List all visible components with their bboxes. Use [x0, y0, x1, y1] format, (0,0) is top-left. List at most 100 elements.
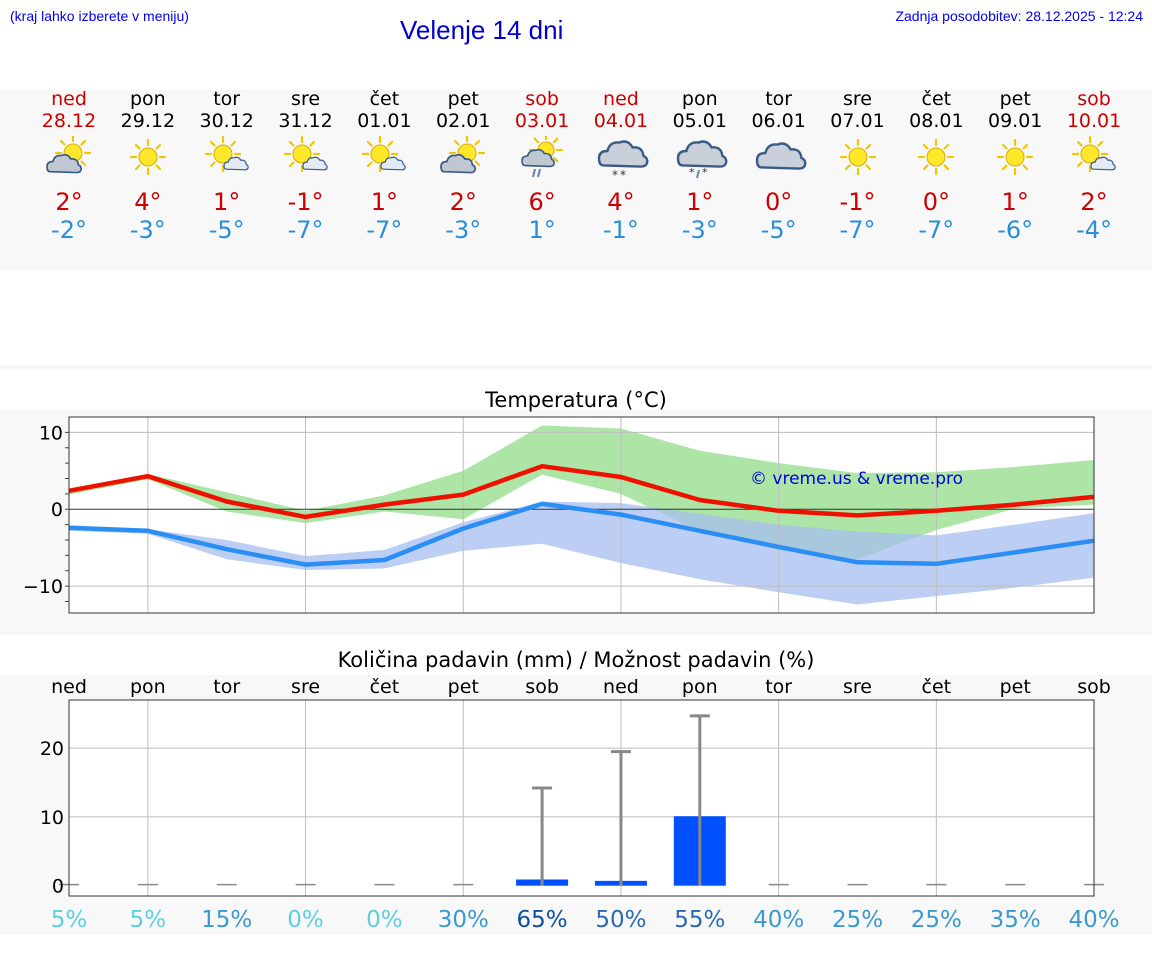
min-temp: -1° [602, 216, 639, 244]
day-date: 06.01 [751, 110, 806, 132]
day-date: 08.01 [909, 110, 964, 132]
day-label: pon [130, 676, 166, 698]
min-temp: -2° [51, 216, 87, 244]
min-temp: -7° [366, 216, 403, 244]
max-temp: 0° [922, 188, 950, 216]
day-name: pon [681, 88, 718, 110]
day-name: ned [51, 88, 87, 110]
day-date: 07.01 [830, 110, 885, 132]
cloudy-icon [755, 142, 807, 170]
precip-probability: 5% [51, 907, 88, 933]
day-label: pet [1000, 676, 1031, 698]
partly-cloudy-icon [46, 136, 92, 174]
temperature-chart-title: Temperatura (°C) [485, 388, 667, 412]
sunny-icon [997, 138, 1034, 176]
day-column: pet 09.01 1° -6° [976, 88, 1054, 244]
plot-frame [68, 416, 1095, 614]
precip-probability: 40% [753, 907, 804, 933]
precipitation-chart-title: Količina padavin (mm) / Možnost padavin … [337, 648, 815, 672]
day-date: 02.01 [436, 110, 491, 132]
day-column: tor 30.12 1° -5° [188, 88, 266, 244]
day-name: pet [999, 88, 1031, 110]
day-column: čet 01.01 1° -7° [345, 88, 423, 244]
max-temp: 2° [55, 188, 83, 216]
day-name: sre [291, 88, 321, 110]
forecast-band [0, 90, 1152, 270]
min-temp: -6° [997, 216, 1034, 244]
sun-small-cloud-icon [362, 136, 407, 173]
max-temp: 4° [607, 188, 635, 216]
min-temp: -7° [287, 216, 324, 244]
day-label: čet [370, 676, 400, 698]
location-hint[interactable]: (kraj lahko izberete v meniju) [10, 8, 189, 24]
day-column: pet 02.01 2° -3° [424, 88, 502, 244]
max-temp: 4° [134, 188, 162, 216]
min-temp: 1° [528, 216, 556, 244]
day-column: pon 29.12 4° -3° [109, 88, 187, 244]
sunny-icon [839, 138, 876, 176]
sunny-icon [918, 138, 955, 176]
max_range-band [69, 425, 1094, 560]
plot-area [69, 700, 1094, 896]
day-label: tor [765, 676, 792, 698]
sun-small-cloud-icon [204, 136, 249, 173]
min-temp: -7° [839, 216, 876, 244]
day-column: sre 07.01 -1° -7° [819, 88, 897, 244]
watermark: © vreme.us & vreme.pro [750, 469, 963, 489]
day-name: sob [1077, 88, 1111, 110]
y-tick-label: 10 [40, 807, 64, 829]
day-name: čet [369, 88, 400, 110]
day-label: sre [291, 676, 320, 698]
divider [0, 365, 1152, 370]
day-date: 05.01 [672, 110, 727, 132]
day-column: sob 10.01 2° -4° [1055, 88, 1133, 244]
max-temp: 6° [528, 188, 556, 216]
temperature-chart: 10 0 −10 © vreme.us & vreme.pro [23, 416, 1095, 614]
day-label: čet [922, 676, 952, 698]
sun-cloud-rain-icon [521, 136, 564, 178]
day-label: tor [213, 676, 240, 698]
min-temp-line [68, 501, 1095, 567]
max-temp: 2° [449, 188, 477, 216]
day-date: 31.12 [278, 110, 333, 132]
y-tick-label: 0 [52, 876, 64, 898]
day-forecast-row: ned 28.12 2° -2° pon 29.12 4° -3° tor 30.12 1° -5° s… [0, 88, 1152, 268]
min-temp: -3° [129, 216, 166, 244]
min-temp: -5° [208, 216, 245, 244]
precip-probability: 0% [366, 907, 403, 933]
y-tick-label: 0 [51, 499, 63, 521]
day-name: tor [213, 88, 241, 110]
y-tick-label: −10 [23, 576, 63, 598]
day-name: ned [603, 88, 639, 110]
last-update: Zadnja posodobitev: 28.12.2025 - 12:24 [895, 8, 1143, 24]
day-date: 10.01 [1066, 110, 1122, 132]
plot-frame [68, 699, 1095, 897]
day-date: 09.01 [987, 110, 1043, 132]
precip-probability: 25% [832, 907, 883, 933]
max-temp-line [68, 463, 1095, 520]
day-column: sre 31.12 -1° -7° [267, 88, 345, 244]
day-column: ned 04.01 * * 4° -1° [582, 88, 660, 244]
day-label: pet [448, 676, 479, 698]
day-date: 03.01 [514, 110, 570, 132]
y-tick-label: 20 [40, 738, 64, 760]
day-label: sob [1077, 676, 1111, 698]
day-column: ned 28.12 2° -2° [30, 88, 108, 244]
day-label: pon [682, 676, 718, 698]
page-title: Velenje 14 dni [400, 15, 564, 45]
day-label: sre [843, 676, 872, 698]
day-date: 04.01 [593, 110, 649, 132]
max-temp: 1° [370, 188, 399, 216]
day-label: sob [525, 676, 559, 698]
max-temp: 0° [765, 188, 793, 216]
cloudy-sleet-icon: * * [676, 140, 728, 179]
sun-small-cloud-icon [1071, 136, 1116, 173]
y-tick-label: 10 [39, 422, 63, 444]
min_range-band [69, 501, 1094, 605]
precip-probability: 5% [130, 907, 167, 933]
day-name: sre [843, 88, 872, 110]
day-date: 01.01 [357, 110, 412, 132]
precip-probability: 30% [438, 907, 489, 933]
precipitation-chart: ned pon tor sre čet pet sob ned pon tor sre čet pet s… [40, 676, 1120, 933]
min-temp: -5° [760, 216, 797, 244]
